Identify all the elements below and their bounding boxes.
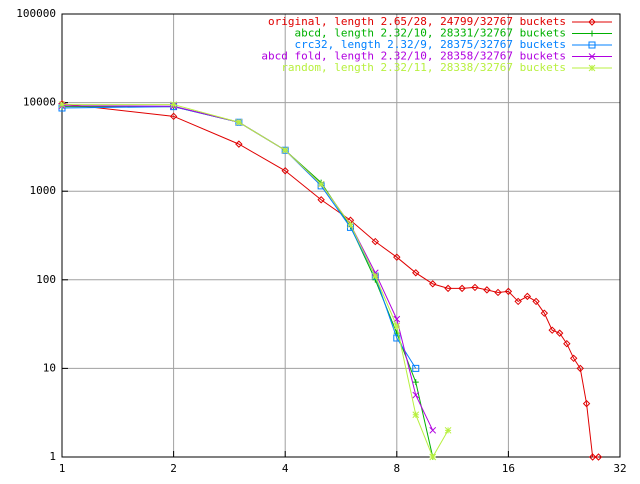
- plot-frame: [61, 13, 621, 458]
- legend-marker: [588, 18, 596, 26]
- y-tick-label: 10000: [23, 96, 56, 109]
- marker: [412, 379, 419, 386]
- marker: [504, 287, 513, 296]
- marker: [169, 112, 178, 121]
- x-tick-label: 8: [393, 462, 400, 475]
- marker: [235, 118, 243, 126]
- marker: [412, 391, 420, 399]
- marker: [170, 101, 177, 108]
- series-line: [61, 103, 599, 458]
- marker: [594, 453, 603, 461]
- x-tick-label: 16: [502, 462, 515, 475]
- marker: [412, 411, 420, 419]
- x-tick-label: 1: [59, 462, 66, 475]
- y-tick-label: 1000: [30, 184, 57, 197]
- marker: [458, 284, 466, 293]
- marker: [281, 146, 289, 154]
- marker: [429, 280, 437, 288]
- marker: [540, 309, 549, 317]
- legend-label: abcd, length 2.32/10, 28331/32767 bucket…: [294, 27, 566, 40]
- marker: [483, 286, 491, 294]
- marker: [532, 297, 540, 306]
- marker: [429, 426, 437, 434]
- y-tick-label: 100: [36, 273, 56, 286]
- legend-marker: [588, 64, 596, 72]
- marker: [514, 297, 522, 306]
- legend-label: crc32, length 2.32/9, 28375/32767 bucket…: [294, 38, 566, 51]
- marker: [563, 339, 571, 348]
- legend-label: original, length 2.65/28, 24799/32767 bu…: [268, 15, 566, 28]
- marker: [412, 364, 420, 372]
- marker: [347, 221, 354, 228]
- y-tick-label: 100000: [16, 7, 56, 20]
- marker: [235, 118, 243, 126]
- marker: [371, 237, 380, 246]
- marker: [412, 269, 420, 277]
- marker: [569, 354, 578, 363]
- marker: [371, 272, 379, 280]
- marker: [523, 292, 532, 301]
- marker: [555, 329, 564, 337]
- legend-label: abcd fold, length 2.32/10, 28358/32767 b…: [261, 50, 566, 63]
- marker: [317, 196, 325, 204]
- marker: [393, 253, 401, 261]
- marker: [548, 326, 556, 334]
- marker: [317, 180, 325, 188]
- marker: [588, 453, 597, 461]
- marker: [58, 101, 66, 108]
- marker: [471, 283, 479, 292]
- marker: [444, 426, 452, 434]
- marker: [429, 453, 437, 461]
- marker: [235, 140, 243, 148]
- marker: [281, 167, 289, 175]
- y-tick-label: 10: [43, 361, 56, 374]
- x-tick-label: 2: [170, 462, 177, 475]
- legend-marker: [589, 30, 595, 37]
- marker: [582, 399, 591, 408]
- x-tick-label: 4: [282, 462, 289, 475]
- marker: [444, 284, 452, 293]
- marker: [393, 322, 401, 330]
- legend-marker: [588, 53, 596, 60]
- marker: [494, 288, 502, 297]
- marker: [576, 364, 584, 373]
- y-tick-label: 1: [49, 450, 56, 463]
- legend-label: random, length 2.32/11, 28338/32767 buck…: [281, 61, 566, 74]
- legend-marker: [588, 41, 596, 49]
- x-tick-label: 32: [613, 462, 626, 475]
